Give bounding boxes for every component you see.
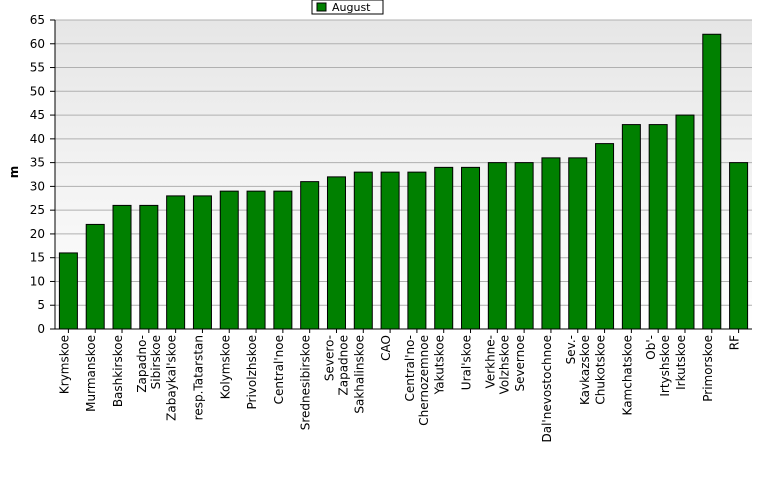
- y-tick-label: 25: [30, 203, 45, 217]
- y-tick-label: 40: [30, 132, 45, 146]
- x-tick-label: Zabaykal'skoe: [165, 335, 179, 421]
- plot-area: [55, 20, 752, 329]
- bar: [380, 171, 400, 330]
- x-tick-label: Kolymskoe: [218, 335, 232, 399]
- x-tick-label: Severnoe: [513, 335, 527, 392]
- bar: [407, 171, 427, 330]
- bar: [353, 171, 373, 330]
- x-tick-label: Primorskoe: [701, 335, 715, 402]
- bar: [85, 223, 105, 330]
- legend-box: [311, 0, 384, 15]
- bar: [729, 162, 749, 330]
- x-tick-label: resp.Tatarstan: [191, 335, 205, 420]
- bar: [568, 157, 588, 330]
- y-axis-label: m: [7, 166, 21, 179]
- x-tick-label: Severo-Zapadnoe: [322, 335, 350, 396]
- bar: [461, 166, 481, 330]
- bar: [595, 143, 615, 330]
- y-tick-label: 35: [30, 156, 45, 170]
- x-tick-label: Verkhne-Volzhskoe: [483, 335, 511, 394]
- bar: [246, 190, 266, 330]
- bar: [514, 162, 534, 330]
- x-tick-label: Ural'skoe: [460, 335, 474, 390]
- x-tick-label: Central'noe: [272, 335, 286, 404]
- x-tick-label: Kamchatskoe: [620, 335, 634, 415]
- bar: [326, 176, 346, 330]
- x-tick-label: Krymskoe: [57, 335, 71, 394]
- legend-swatch: [316, 2, 327, 12]
- bar: [675, 114, 695, 330]
- y-tick-label: 0: [37, 322, 45, 336]
- y-tick-label: 15: [30, 251, 45, 265]
- x-tick-label: Chukotskoe: [594, 335, 608, 405]
- bar: [434, 166, 454, 330]
- bar: [219, 190, 239, 330]
- y-tick-label: 60: [30, 37, 45, 51]
- x-tick-label: Ob'-Irtyshskoe: [644, 335, 672, 397]
- bar: [58, 252, 78, 330]
- bar: [166, 195, 186, 330]
- legend-label: August: [332, 1, 371, 14]
- bar: [541, 157, 561, 330]
- x-tick-label: Sakhalinskoe: [352, 335, 366, 414]
- legend: August: [311, 0, 384, 15]
- y-tick-label: 10: [30, 274, 45, 288]
- bar: [192, 195, 212, 330]
- x-tick-label: RF: [728, 335, 742, 350]
- bar: [648, 124, 668, 330]
- x-tick-label: CAO: [379, 335, 393, 361]
- x-tick-label: Zapadno-Sibirskoe: [135, 335, 163, 393]
- bar: [273, 190, 293, 330]
- bar: [112, 204, 132, 330]
- x-tick-label: Privolzhskoe: [245, 335, 259, 409]
- x-tick-label: Srednesibirskoe: [299, 335, 313, 430]
- y-tick-label: 20: [30, 227, 45, 241]
- bar: [702, 33, 722, 330]
- bar: [621, 124, 641, 330]
- y-tick-label: 45: [30, 108, 45, 122]
- x-tick-label: Yakutskoe: [433, 335, 447, 395]
- y-tick-label: 50: [30, 84, 45, 98]
- y-tick-label: 30: [30, 179, 45, 193]
- x-tick-label: Central'no-Chernozemnoe: [403, 335, 431, 426]
- y-tick-label: 5: [37, 298, 45, 312]
- x-tick-label: Irkutskoe: [674, 335, 688, 390]
- x-tick-label: Bashkirskoe: [111, 335, 125, 407]
- x-tick-label: Dal'nevostochnoe: [540, 335, 554, 443]
- y-tick-label: 65: [30, 13, 45, 27]
- x-tick-label: Sev.-Kavkazskoe: [564, 335, 592, 405]
- bar: [139, 204, 159, 330]
- bar: [300, 181, 320, 330]
- x-tick-label: Murmanskoe: [84, 335, 98, 412]
- bar: [487, 162, 507, 330]
- y-tick-label: 55: [30, 61, 45, 75]
